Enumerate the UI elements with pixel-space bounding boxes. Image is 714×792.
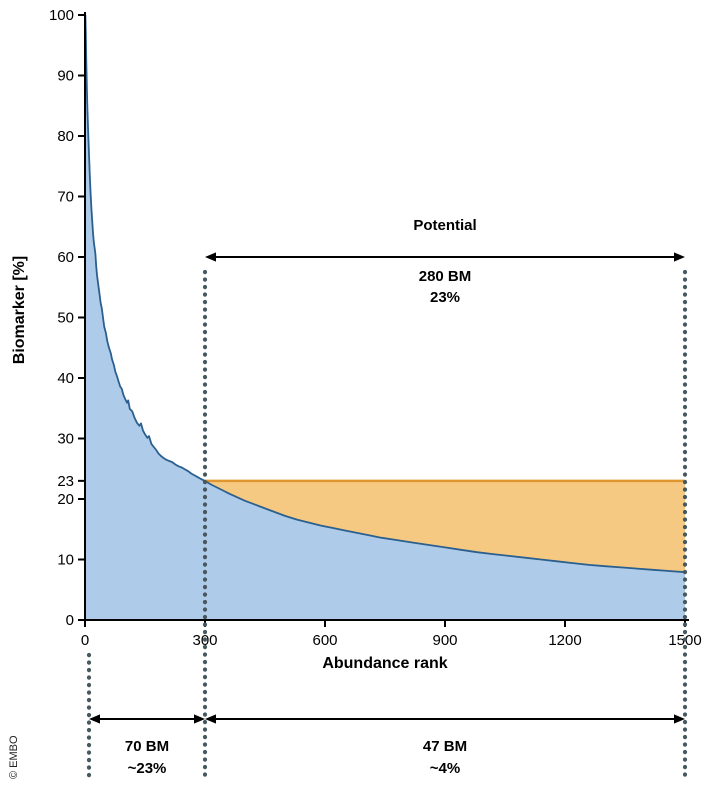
potential-title: Potential: [413, 217, 476, 234]
y-tick-label: 10: [57, 552, 74, 569]
y-tick-label: 0: [66, 612, 74, 629]
y-tick-label: 50: [57, 310, 74, 327]
y-axis-title: Biomarker [%]: [11, 256, 28, 364]
potential-arrow-head-right: [674, 252, 685, 262]
potential-highlight-area: [205, 480, 685, 573]
y-tick-label: 100: [49, 7, 74, 24]
x-tick-label: 600: [312, 632, 337, 649]
abundance-area: [85, 15, 685, 620]
bottom-left-arrow-head-right: [194, 714, 205, 724]
abundance-curve: [84, 14, 686, 574]
x-axis-title: Abundance rank: [322, 655, 447, 672]
y-tick-label: 90: [57, 68, 74, 85]
y-tick-label: 20: [57, 491, 74, 508]
y-tick-label: 23: [57, 473, 74, 490]
x-tick-label: 1200: [548, 632, 581, 649]
x-tick-label: 0: [81, 632, 89, 649]
potential-percent: 23%: [430, 289, 460, 306]
y-tick-label: 80: [57, 128, 74, 145]
bottom-left-arrow-head-left: [89, 714, 100, 724]
bottom-left-percent: ~23%: [128, 760, 167, 777]
bottom-right-arrow-head-right: [674, 714, 685, 724]
y-tick-label: 40: [57, 370, 74, 387]
y-tick-label: 60: [57, 249, 74, 266]
y-tick-label: 30: [57, 431, 74, 448]
chart-render-layer: 0102023304050607080901000300600900120015…: [49, 7, 702, 785]
potential-arrow-head-left: [205, 252, 216, 262]
bottom-right-arrow-head-left: [205, 714, 216, 724]
bottom-left-count: 70 BM: [125, 738, 169, 755]
potential-count: 280 BM: [419, 268, 472, 285]
copyright-credit: © EMBO: [8, 735, 20, 779]
y-tick-label: 70: [57, 189, 74, 206]
bottom-right-percent: ~4%: [430, 760, 460, 777]
x-tick-label: 900: [432, 632, 457, 649]
bottom-right-count: 47 BM: [423, 738, 467, 755]
